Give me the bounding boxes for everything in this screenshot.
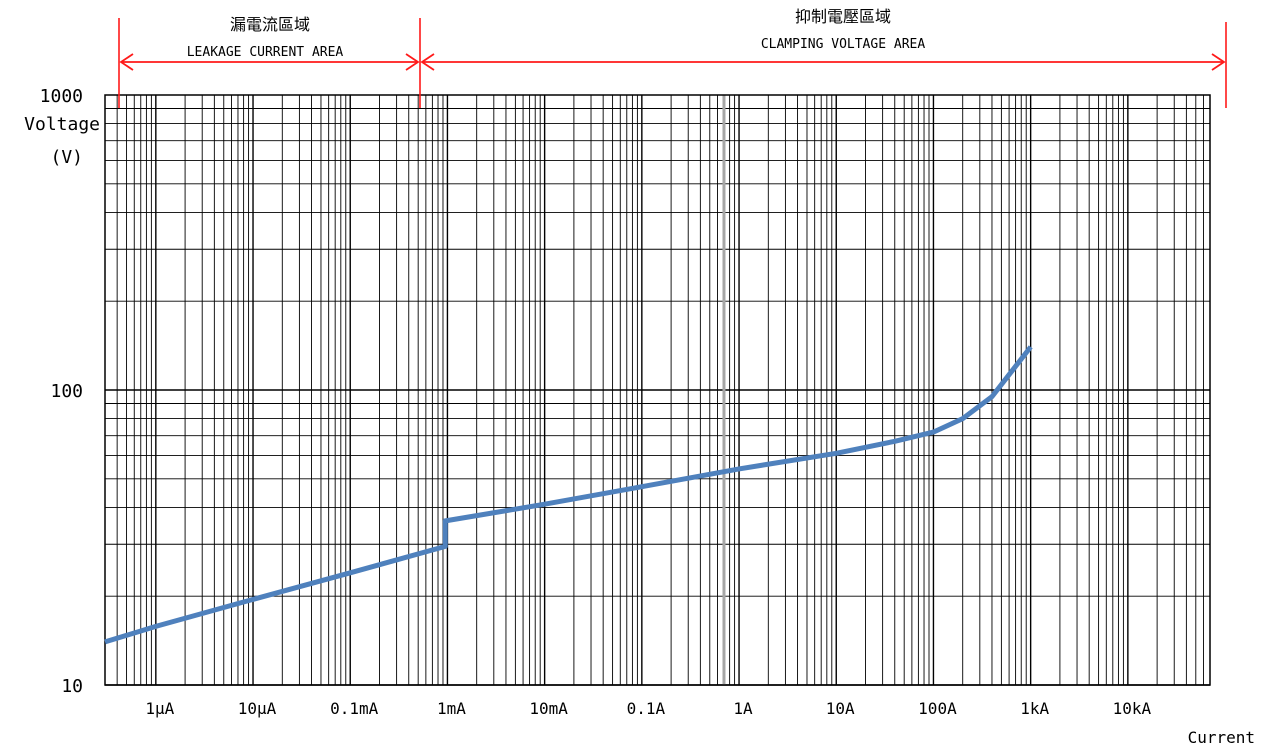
- region-subtitle-clamping: CLAMPING VOLTAGE AREA: [761, 37, 926, 52]
- x-tick-label: 10kA: [1113, 699, 1152, 718]
- x-tick-label: 100A: [918, 699, 957, 718]
- series-curves: [104, 345, 1033, 645]
- x-tick-label: 0.1mA: [330, 699, 379, 718]
- x-tick-labels: 1μA 10μA 0.1mA 1mA 10mA 0.1A 1A 10A 100A 1kA 10kA: [145, 699, 1151, 718]
- x-tick-label: 1mA: [437, 699, 466, 718]
- y-tick-label: 10: [61, 676, 83, 697]
- region-title-clamping: 抑制電壓區域: [795, 7, 891, 26]
- grid-major-lines: [105, 95, 1210, 686]
- region-arrows: [118, 18, 1227, 108]
- x-tick-label: 10μA: [238, 699, 277, 718]
- vi-curve: [104, 345, 1033, 645]
- x-tick-label: 10A: [826, 699, 855, 718]
- x-tick-label: 1μA: [145, 699, 174, 718]
- y-tick-label: 100: [50, 381, 83, 402]
- region-title-leakage: 漏電流區域: [230, 15, 310, 34]
- y-tick-labels: 1000 100 10: [40, 86, 83, 697]
- y-axis-label-unit: (V): [50, 147, 83, 168]
- x-tick-label: 1kA: [1020, 699, 1049, 718]
- leakage-arrow-head-right: [405, 53, 420, 71]
- plot-frame: [104, 94, 1211, 686]
- x-tick-label: 10mA: [529, 699, 568, 718]
- y-tick-label: 1000: [40, 86, 83, 107]
- x-tick-label: 1A: [733, 699, 753, 718]
- clamping-arrow-head-left: [420, 53, 435, 71]
- clamping-arrow-head-right: [1211, 53, 1226, 71]
- x-axis-label: Current: [1188, 728, 1255, 747]
- leakage-arrow-head-left: [119, 53, 134, 71]
- region-annotations: 漏電流區域 LEAKAGE CURRENT AREA 抑制電壓區域 CLAMPI…: [187, 7, 926, 60]
- y-axis-label-voltage: Voltage: [24, 114, 100, 135]
- x-tick-label: 0.1A: [627, 699, 666, 718]
- region-subtitle-leakage: LEAKAGE CURRENT AREA: [187, 45, 344, 60]
